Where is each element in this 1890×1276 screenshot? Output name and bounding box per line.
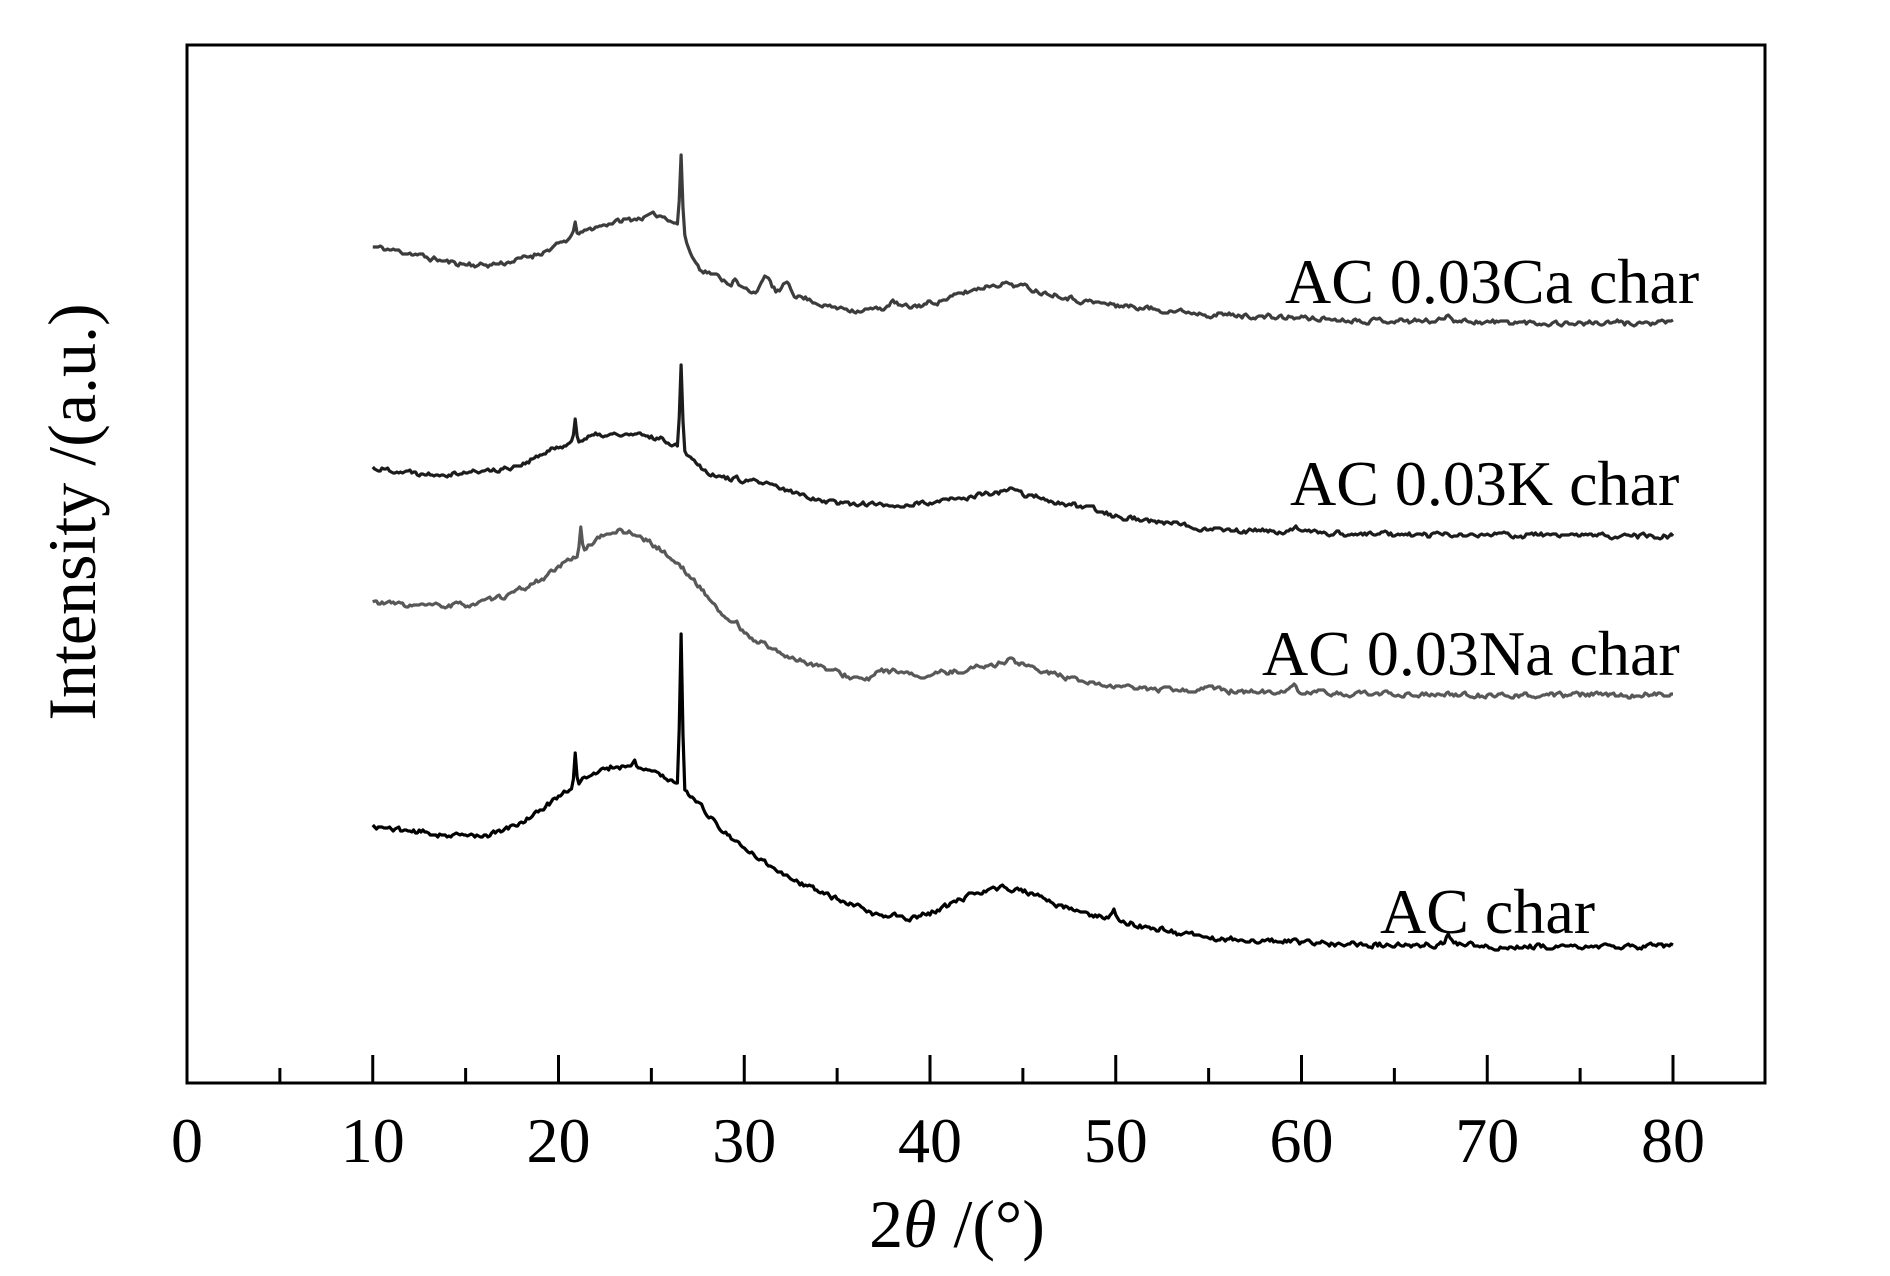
x-tick-label: 30 xyxy=(712,1105,776,1176)
x-axis-tick-labels: 0 10 20 30 40 50 60 70 80 xyxy=(171,1105,1705,1176)
x-axis-title: 2θ /(°) xyxy=(869,1186,1045,1262)
series-label: AC 0.03Ca char xyxy=(1285,246,1699,317)
x-tick-label: 60 xyxy=(1270,1105,1334,1176)
xrd-curve xyxy=(372,153,1674,328)
x-tick-label: 70 xyxy=(1455,1105,1519,1176)
y-axis-title: Intensity /(a.u.) xyxy=(34,303,110,720)
series-label: AC char xyxy=(1380,876,1595,947)
series-labels: AC 0.03Ca char AC 0.03K char AC 0.03Na cha… xyxy=(1262,246,1699,947)
x-axis-title-units: /(°) xyxy=(937,1186,1045,1262)
x-tick-label: 10 xyxy=(341,1105,405,1176)
x-axis-title-2: 2 xyxy=(869,1186,903,1262)
xrd-curve xyxy=(371,363,1675,541)
x-axis-ticks xyxy=(278,1055,1675,1083)
plot-border xyxy=(185,43,1767,1085)
x-tick-label: 0 xyxy=(171,1105,203,1176)
x-axis-title-theta: θ xyxy=(903,1186,936,1262)
xrd-curve xyxy=(371,632,1674,952)
x-tick-label: 50 xyxy=(1084,1105,1148,1176)
x-tick-label: 40 xyxy=(898,1105,962,1176)
series-label: AC 0.03Na char xyxy=(1262,618,1680,689)
curves xyxy=(371,153,1675,952)
x-tick-label: 80 xyxy=(1641,1105,1705,1176)
x-tick-label: 20 xyxy=(527,1105,591,1176)
xrd-curve xyxy=(372,525,1673,700)
series-label: AC 0.03K char xyxy=(1290,448,1679,519)
